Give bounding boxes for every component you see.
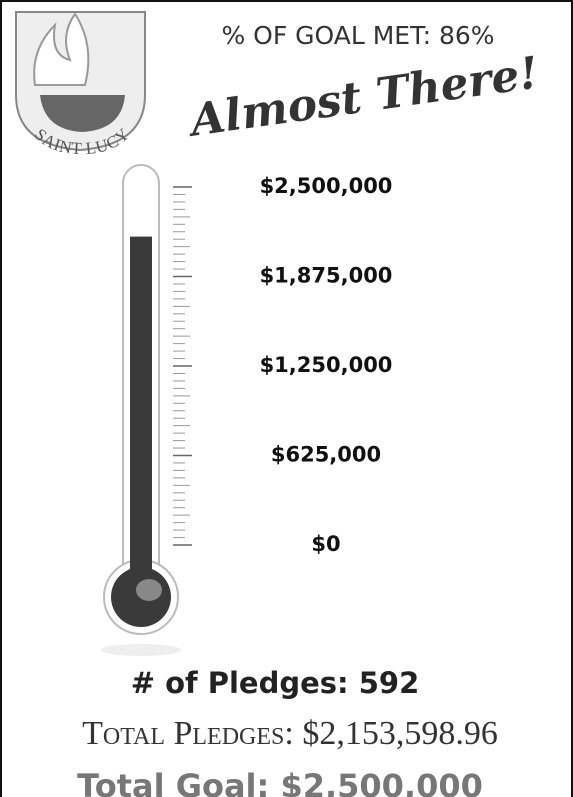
tick-label: $2,500,000 (260, 174, 393, 198)
pledges: # of Pledges: 592 (131, 666, 420, 700)
total-goal: Total Goal: $2,500,000 (77, 767, 483, 797)
goal-met: % OF GOAL MET: 86% (221, 21, 494, 50)
tick-label: $1,250,000 (260, 353, 393, 377)
bulb-highlight (136, 579, 162, 601)
total-pledges: Total Pledges: $2,153,598.96 (82, 715, 498, 752)
tick-label: $1,875,000 (260, 264, 393, 288)
poster: SAINT LUCY % OF GOAL MET: 86% Almost The… (0, 0, 573, 797)
tick-label: $625,000 (271, 443, 381, 467)
mercury (130, 237, 152, 590)
logo: SAINT LUCY (16, 12, 145, 158)
tick-label: $0 (311, 532, 340, 556)
